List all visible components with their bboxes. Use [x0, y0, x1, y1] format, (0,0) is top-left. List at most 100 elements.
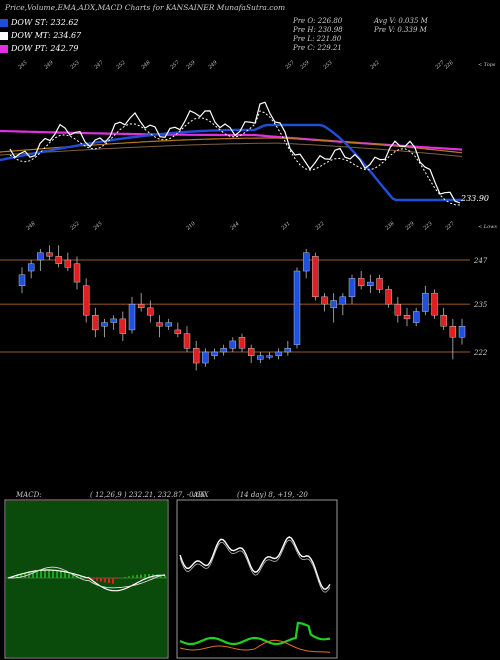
low-price-label: 229 — [404, 220, 417, 232]
adx-plus-di-shadow — [179, 539, 331, 593]
macd-hist-bar — [96, 578, 98, 581]
ema-lines — [0, 101, 463, 206]
top-price-label: 248 — [140, 60, 152, 71]
macd-hist-bar — [80, 576, 82, 578]
axis-labels: 247 235 222 — [473, 257, 488, 357]
macd-hist-bar — [40, 570, 42, 578]
low-price-label: 222 — [314, 221, 326, 232]
macd-hist-bar — [108, 578, 110, 584]
axis-tick-label: 247 — [473, 257, 488, 265]
tops-label: < Tops — [478, 62, 496, 68]
candle-body — [357, 278, 365, 286]
candle-body — [367, 281, 374, 286]
pre-volume: Pre V: 0.339 M — [374, 26, 427, 34]
pre-low: Pre L: 221.80 — [293, 35, 342, 43]
candle-body — [394, 303, 402, 316]
candle-body — [376, 278, 383, 290]
candle-body — [174, 329, 182, 334]
macd-hist-bar — [32, 571, 34, 578]
macd-hist-bar — [132, 575, 134, 578]
ema-st-line — [0, 123, 462, 202]
candle-body — [202, 351, 209, 364]
candle-body — [220, 348, 227, 353]
macd-hist-bar — [140, 574, 142, 578]
price-path-dotted — [9, 110, 461, 206]
adx-values: (14 day) 8, +19, -20 — [237, 491, 308, 499]
adx-minus-di-line — [179, 639, 331, 653]
macd-hist-bar — [44, 570, 46, 578]
macd-hist-bar — [28, 572, 30, 578]
top-price-label: 259 — [185, 59, 198, 71]
axis-tick-label: 235 — [473, 301, 488, 309]
top-price-label: 242 — [369, 60, 381, 71]
macd-hist-bar — [148, 574, 150, 578]
candle-body — [412, 311, 420, 323]
candle-body — [119, 318, 127, 334]
candle-body — [128, 303, 136, 331]
adx-line — [179, 621, 331, 646]
top-price-label: 253 — [322, 60, 334, 71]
macd-hist-bar — [12, 576, 14, 578]
candle-body — [183, 333, 191, 349]
top-price-label: 253 — [69, 60, 81, 71]
candle-body — [312, 256, 319, 298]
last-price: 233.90 — [461, 194, 489, 203]
candle-body — [156, 322, 163, 327]
macd-hist-bar — [120, 577, 122, 579]
macd-hist-bar — [116, 578, 118, 579]
candle-body — [37, 252, 44, 261]
dow-pt-swatch — [0, 44, 8, 53]
candle-body — [238, 337, 246, 349]
macd-hist-bar — [48, 570, 50, 578]
dow-st-badge: DOW ST: 232.62 — [0, 17, 79, 28]
candle-body — [284, 348, 292, 353]
macd-values: ( 12,26,9 ) 232.21, 232.87, -0.66 — [90, 491, 205, 499]
top-price-labels: 245 249 253 247 252 248 257 259 249 257 259 253 242 2… — [17, 59, 456, 71]
macd-hist-bar — [104, 578, 106, 583]
macd-hist-bar — [156, 574, 158, 578]
low-price-label: 223 — [422, 221, 434, 232]
top-price-label: 249 — [207, 59, 220, 71]
macd-hist-bar — [56, 570, 58, 578]
adx-lines — [179, 536, 331, 653]
macd-hist-bar — [52, 570, 54, 578]
macd-hist-bar — [160, 574, 162, 578]
macd-hist-bar — [20, 574, 22, 578]
axis-tick-label: 222 — [473, 349, 488, 357]
macd-hist-bar — [100, 578, 102, 582]
macd-hist-bar — [112, 578, 114, 584]
macd-hist-bar — [136, 574, 138, 578]
lows-label: < Lows — [478, 224, 497, 230]
candle-body — [321, 296, 328, 305]
macd-label: MACD: — [16, 491, 42, 499]
pre-open: Pre O: 226.80 — [293, 17, 343, 25]
macd-signal-line — [8, 566, 166, 589]
candle-body — [431, 292, 438, 316]
macd-hist-bar — [84, 577, 86, 579]
macd-hist-bar — [92, 578, 94, 580]
top-price-label: 252 — [115, 60, 127, 71]
top-price-label: 249 — [43, 59, 56, 71]
macd-hist-bar — [128, 576, 130, 578]
low-price-label: 227 — [444, 220, 457, 232]
candle-body — [339, 296, 347, 305]
top-price-label: 247 — [93, 59, 106, 71]
dow-mt-badge: DOW MT: 234.67 — [0, 30, 81, 41]
candle-body — [257, 355, 264, 360]
candle-body — [293, 270, 301, 345]
macd-hist-bar — [64, 571, 66, 578]
macd-hist-bar — [164, 575, 166, 578]
candle-body — [46, 252, 53, 257]
macd-line — [7, 569, 166, 592]
adx-label: ADX — [193, 491, 209, 499]
low-price-label: 210 — [185, 220, 198, 232]
candle-body — [211, 351, 218, 356]
chart-title: Price,Volume,EMA,ADX,MACD Charts for KAN… — [5, 3, 286, 12]
low-price-label: 231 — [280, 221, 292, 232]
macd-hist-bar — [60, 571, 62, 578]
candle-body — [64, 259, 72, 268]
candle-body — [165, 322, 172, 327]
candle-body — [440, 315, 447, 327]
candle-body — [247, 348, 255, 356]
dow-st-label: DOW ST: 232.62 — [11, 18, 79, 27]
